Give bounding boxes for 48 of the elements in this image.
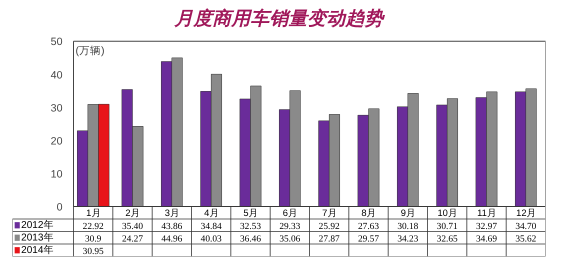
data-label: 35.06 xyxy=(279,234,301,244)
x-tick-label: 6月 xyxy=(282,208,297,218)
y-tick-label: 50 xyxy=(50,36,63,48)
x-tick-label: 10月 xyxy=(437,208,457,218)
data-label: 27.87 xyxy=(318,234,340,244)
legend-label: 2014年 xyxy=(21,244,54,256)
data-label: 40.03 xyxy=(200,234,222,244)
x-tick-label: 5月 xyxy=(243,208,258,218)
y-tick-label: 10 xyxy=(50,168,63,180)
data-label: 36.46 xyxy=(240,234,262,244)
data-label: 32.65 xyxy=(436,234,458,244)
x-tick-label: 1月 xyxy=(86,208,100,218)
data-label: 30.95 xyxy=(82,246,104,257)
data-label: 35.40 xyxy=(122,222,144,232)
data-label: 34.69 xyxy=(476,234,498,244)
data-label: 27.63 xyxy=(358,222,380,232)
data-label: 25.92 xyxy=(318,222,340,232)
x-tick-label: 4月 xyxy=(204,208,218,218)
y-axis-title: (万辆) xyxy=(75,45,105,58)
data-label: 35.62 xyxy=(515,234,537,244)
data-label: 30.71 xyxy=(436,222,458,232)
data-label: 32.53 xyxy=(240,222,262,232)
data-label: 32.97 xyxy=(476,222,498,232)
data-label: 34.84 xyxy=(200,222,222,232)
data-label: 34.70 xyxy=(515,222,537,232)
x-tick-label: 7月 xyxy=(322,208,336,218)
data-label: 29.57 xyxy=(358,234,380,244)
data-label: 24.27 xyxy=(122,234,144,244)
y-tick-label: 30 xyxy=(50,102,63,114)
data-label: 34.23 xyxy=(397,234,419,244)
legend-label: 2012年 xyxy=(21,218,54,231)
data-label: 30.9 xyxy=(85,234,102,244)
chart-title: 月度商用车销量变动趋势 xyxy=(174,8,386,28)
x-tick-label: 2月 xyxy=(125,208,140,218)
y-tick-label: 0 xyxy=(56,202,63,214)
x-tick-label: 11月 xyxy=(477,208,496,218)
data-label: 44.96 xyxy=(161,234,183,244)
data-label: 22.92 xyxy=(82,222,104,232)
y-tick-label: 20 xyxy=(50,135,63,148)
data-label: 29.33 xyxy=(279,222,301,232)
y-tick-label: 40 xyxy=(50,69,63,82)
x-tick-label: 12月 xyxy=(516,208,536,218)
data-label: 43.86 xyxy=(161,222,183,232)
x-tick-label: 9月 xyxy=(400,208,415,218)
legend-label: 2013年 xyxy=(21,231,54,244)
x-tick-label: 3月 xyxy=(164,208,179,218)
x-tick-label: 8月 xyxy=(361,208,376,218)
data-label: 30.18 xyxy=(397,222,419,232)
